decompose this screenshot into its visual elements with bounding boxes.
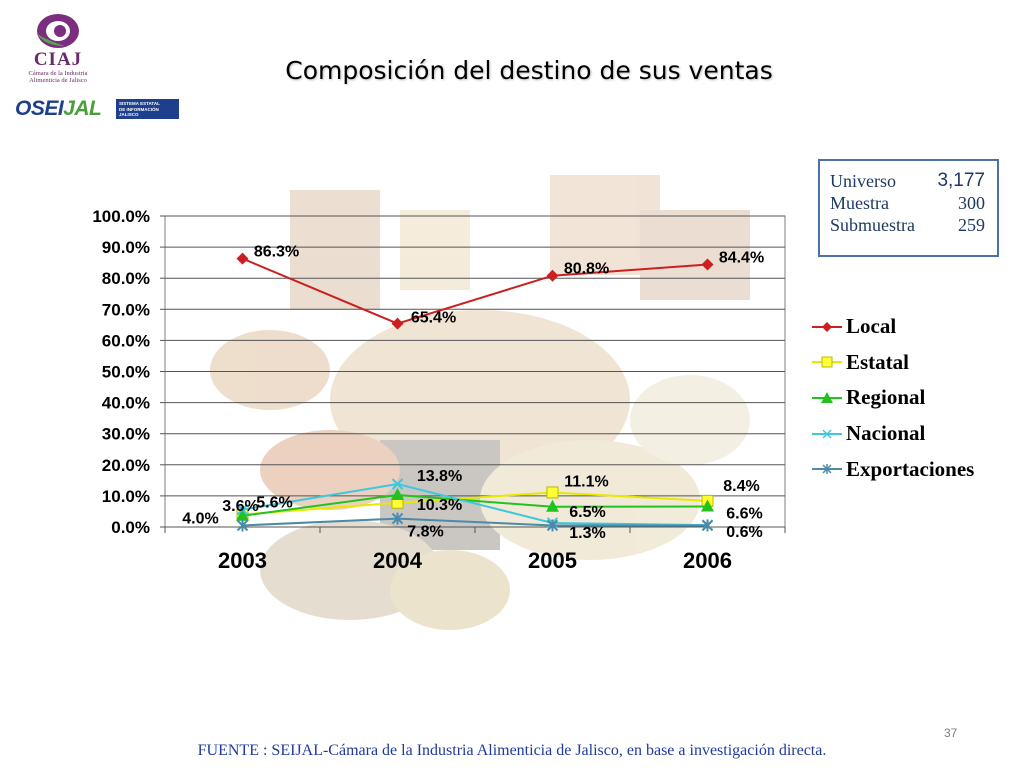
legend-label: Regional (846, 385, 926, 410)
data-label: 6.6% (726, 505, 762, 522)
data-label: 13.8% (417, 468, 462, 485)
data-label: 6.5% (569, 504, 605, 521)
data-point-diamond (546, 269, 559, 282)
y-tick-label: 70.0% (102, 300, 150, 319)
data-point-triangle (236, 508, 249, 521)
oseijal-tagline: DE INFORMACIÓN (119, 106, 159, 112)
data-label: 3.6% (222, 498, 258, 515)
data-label: 11.1% (564, 473, 608, 490)
source-note: FUENTE : SEIJAL-Cámara de la Industria A… (197, 742, 827, 759)
x-tick-label: 2005 (528, 548, 577, 573)
universe-box: Universo 3,177 Muestra 300 Submuestra 25… (818, 159, 999, 257)
food-collage-background (210, 175, 750, 630)
data-label: 8.4% (723, 478, 759, 495)
data-point-star (701, 519, 714, 532)
data-label: 4.0% (182, 511, 218, 528)
data-label: 65.4% (411, 310, 456, 327)
ciaj-subtitle: Alimenticia de Jalisco (29, 77, 87, 84)
series-line-nacional (242, 483, 708, 527)
page-number: 37 (944, 726, 958, 740)
x-tick-label: 2006 (683, 548, 732, 573)
ciaj-logo: CIAJ Cámara de la Industria Alimenticia … (18, 12, 98, 94)
data-point-triangle (391, 487, 404, 500)
universe-label: Universo (830, 171, 896, 191)
legend-item-estatal: Estatal (812, 345, 1022, 381)
legend-diamond-marker-icon (812, 321, 842, 332)
y-tick-label: 90.0% (102, 238, 150, 257)
sample-label: Muestra (830, 193, 889, 213)
legend-item-nacional: Nacional (812, 416, 1022, 452)
data-point-star (546, 519, 559, 532)
x-tick-label: 2003 (218, 548, 267, 573)
data-label: 86.3% (254, 244, 299, 261)
y-tick-label: 10.0% (102, 487, 150, 506)
series-line-regional (242, 493, 708, 517)
data-point-diamond (701, 258, 714, 271)
subsample-value: 259 (958, 215, 985, 235)
y-tick-label: 60.0% (102, 331, 150, 350)
data-point-diamond (236, 252, 249, 265)
oseijal-tail: JAL (63, 97, 102, 120)
y-tick-label: 0.0% (111, 518, 150, 537)
sample-row: Muestra 300 (830, 192, 985, 214)
universe-row: Universo 3,177 (830, 170, 985, 192)
oseijal-tagline: SISTEMA ESTATAL (119, 101, 160, 106)
legend-item-exportaciones: Exportaciones (812, 451, 1022, 487)
data-point-x (236, 503, 249, 516)
data-point-triangle (546, 499, 559, 512)
data-point-triangle (701, 499, 714, 512)
data-label: 5.6% (256, 495, 292, 512)
legend-item-local: Local (812, 309, 1022, 345)
data-label: 80.8% (564, 261, 609, 278)
legend-star-marker-icon (812, 464, 842, 475)
y-tick-label: 20.0% (102, 456, 150, 475)
data-label: 7.8% (407, 524, 443, 541)
ciaj-emblem-icon (37, 14, 79, 48)
data-point-diamond (391, 317, 404, 330)
series-line-exportaciones (242, 517, 708, 527)
y-tick-label: 50.0% (102, 363, 150, 382)
y-tick-label: 30.0% (102, 425, 150, 444)
series-line-local (242, 257, 708, 325)
data-label: 84.4% (719, 250, 764, 267)
y-tick-label: 80.0% (102, 269, 150, 288)
legend-label: Estatal (846, 349, 909, 374)
data-label: 1.3% (569, 525, 605, 542)
data-point-square (546, 486, 559, 499)
subsample-label: Submuestra (830, 215, 915, 235)
slide-title: Composición del destino de sus ventas (285, 56, 773, 85)
x-tick-label: 2004 (373, 548, 423, 573)
legend-label: Exportaciones (846, 456, 975, 481)
ciaj-subtitle: Cámara de la Industria (28, 70, 88, 77)
legend-label: Local (846, 314, 897, 339)
chart-legend: Local Estatal Regional Nacional Exportac… (812, 309, 1022, 487)
data-label: 0.6% (726, 524, 762, 541)
oseijal-head: OSEI (15, 97, 64, 120)
oseijal-wordmark: OSEIJAL (15, 97, 102, 121)
data-label: 10.3% (417, 497, 462, 514)
subsample-row: Submuestra 259 (830, 214, 985, 236)
universe-value: 3,177 (937, 170, 985, 191)
data-point-x (391, 478, 404, 490)
data-point-stroke (391, 478, 404, 490)
data-point-star (236, 519, 249, 532)
oseijal-logo: OSEIJAL SISTEMA ESTATAL DE INFORMACIÓN J… (15, 97, 179, 121)
data-point-stroke (236, 503, 249, 516)
oseijal-tagline: JALISCO (119, 112, 139, 117)
y-tick-label: 40.0% (102, 394, 150, 413)
oseijal-tagline-box: SISTEMA ESTATAL DE INFORMACIÓN JALISCO (116, 99, 179, 119)
series-line-estatal (242, 491, 708, 516)
legend-x-marker-icon (812, 429, 842, 439)
legend-label: Nacional (846, 421, 926, 446)
sample-value: 300 (958, 193, 985, 213)
ciaj-name: CIAJ (33, 49, 83, 70)
legend-item-regional: Regional (812, 380, 1022, 416)
legend-square-marker-icon (812, 356, 842, 368)
legend-triangle-marker-icon (812, 391, 842, 403)
y-tick-label: 100.0% (92, 207, 150, 226)
data-point-star (391, 512, 404, 525)
